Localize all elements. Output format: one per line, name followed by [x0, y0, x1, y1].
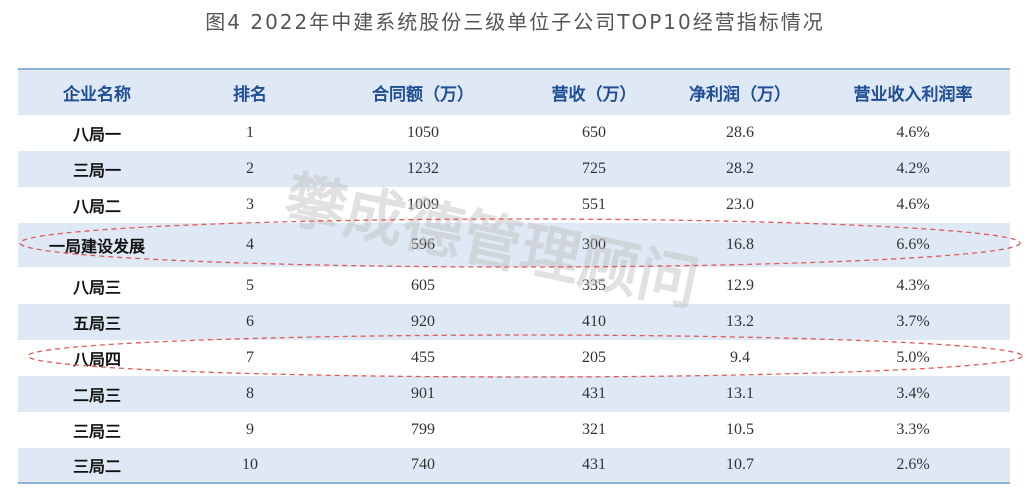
header-row: 企业名称 排名 合同额（万） 营收（万） 净利润（万） 营业收入利润率	[18, 70, 1010, 115]
table-cell: 4	[246, 236, 254, 253]
table-cell: 13.2	[726, 313, 754, 330]
table-cell: 799	[411, 421, 435, 438]
table-cell: 431	[582, 456, 606, 473]
table-cell: 431	[582, 385, 606, 402]
table-cell: 28.2	[726, 160, 754, 177]
title: 图4 2022年中建系统股份三级单位子公司TOP10经营指标情况	[205, 10, 825, 34]
table-cell: 8	[246, 385, 254, 402]
table-cell: 2	[246, 160, 254, 177]
table-cell: 650	[582, 124, 606, 141]
table-cell: 三局一	[72, 161, 122, 180]
header-cell: 排名	[233, 85, 267, 105]
table-row: 二局三 8 901 431 13.1 3.4%	[18, 376, 1010, 412]
header-cell: 净利润（万）	[689, 85, 791, 105]
table-cell: 4.6%	[896, 124, 930, 141]
table-cell: 三局三	[72, 422, 122, 441]
header-cell: 合同额（万）	[372, 85, 474, 105]
table: 企业名称 排名 合同额（万） 营收（万） 净利润（万） 营业收入利润率 八局一 1 1050 65…	[18, 68, 1010, 484]
table-row: 五局三 6 920 410 13.2 3.7%	[18, 304, 1010, 340]
table-cell: 300	[582, 236, 606, 253]
table-cell: 八局三	[72, 277, 122, 297]
table-cell: 13.1	[726, 385, 754, 402]
table-row: 八局一 1 1050 650 28.6 4.6%	[18, 115, 1010, 151]
table-cell: 八局二	[72, 197, 122, 216]
table-cell: 10	[242, 456, 258, 473]
table-cell: 725	[582, 160, 606, 177]
table-cell: 八局四	[72, 350, 122, 369]
header-cell: 营业收入利润率	[853, 85, 973, 105]
table-cell: 二局三	[72, 386, 122, 405]
table-cell: 605	[411, 276, 435, 294]
table-cell: 3.4%	[896, 385, 930, 402]
table-cell: 6	[246, 313, 254, 330]
header-cell: 营收（万）	[551, 85, 637, 105]
table-cell: 3.3%	[896, 421, 930, 438]
table-cell: 740	[411, 456, 435, 473]
table-cell: 551	[582, 196, 606, 213]
table-cell: 2.6%	[896, 456, 930, 473]
table-cell: 321	[582, 421, 606, 438]
table-cell: 一局建设发展	[48, 237, 146, 256]
table-cell: 920	[411, 313, 435, 330]
table-row: 八局二 3 1009 551 23.0 4.6%	[18, 187, 1010, 223]
table-cell: 9.4	[730, 349, 750, 366]
table-cell: 16.8	[726, 236, 754, 253]
table-cell: 1009	[407, 196, 439, 213]
table-cell: 1232	[407, 160, 439, 177]
table-cell: 10.5	[726, 421, 754, 438]
table-row: 三局三 9 799 321 10.5 3.3%	[18, 412, 1010, 448]
table-cell: 410	[582, 313, 606, 330]
table-cell: 455	[411, 349, 435, 366]
table-cell: 12.9	[726, 276, 754, 294]
table-row: 八局四 7 455 205 9.4 5.0%	[18, 340, 1010, 376]
table-cell: 3	[246, 196, 254, 213]
table-row: 三局二 10 740 431 10.7 2.6%	[18, 448, 1010, 482]
table-cell: 205	[582, 349, 606, 366]
watermark: 攀成德管理顾问	[279, 164, 704, 320]
table-cell: 7	[246, 349, 254, 366]
table-cell: 5	[246, 276, 254, 294]
table-cell: 三局二	[72, 457, 122, 476]
table-cell: 335	[582, 276, 606, 294]
table-cell: 八局一	[72, 125, 122, 144]
table-cell: 6.6%	[896, 236, 930, 253]
table-cell: 3.7%	[896, 313, 930, 330]
table-cell: 4.3%	[896, 276, 930, 294]
table-cell: 1	[246, 124, 254, 141]
table-cell: 1050	[407, 124, 439, 141]
table-row: 三局一 2 1232 725 28.2 4.2%	[18, 151, 1010, 187]
highlight-ellipse	[27, 334, 1023, 378]
table-cell: 9	[246, 421, 254, 438]
table-cell: 五局三	[72, 314, 122, 333]
table-row: 一局建设发展 4 596 300 16.8 6.6%	[18, 223, 1010, 267]
table-row: 八局三 5 605 335 12.9 4.3%	[18, 267, 1010, 304]
table-cell: 596	[411, 236, 435, 253]
header-cell: 企业名称	[63, 85, 131, 105]
table-cell: 23.0	[726, 196, 754, 213]
table-cell: 5.0%	[896, 349, 930, 366]
table-cell: 10.7	[726, 456, 754, 473]
table-cell: 4.6%	[896, 196, 930, 213]
table-cell: 28.6	[726, 124, 754, 141]
table-cell: 4.2%	[896, 160, 930, 177]
table-cell: 901	[411, 385, 435, 402]
highlight-ellipse	[19, 218, 1021, 268]
